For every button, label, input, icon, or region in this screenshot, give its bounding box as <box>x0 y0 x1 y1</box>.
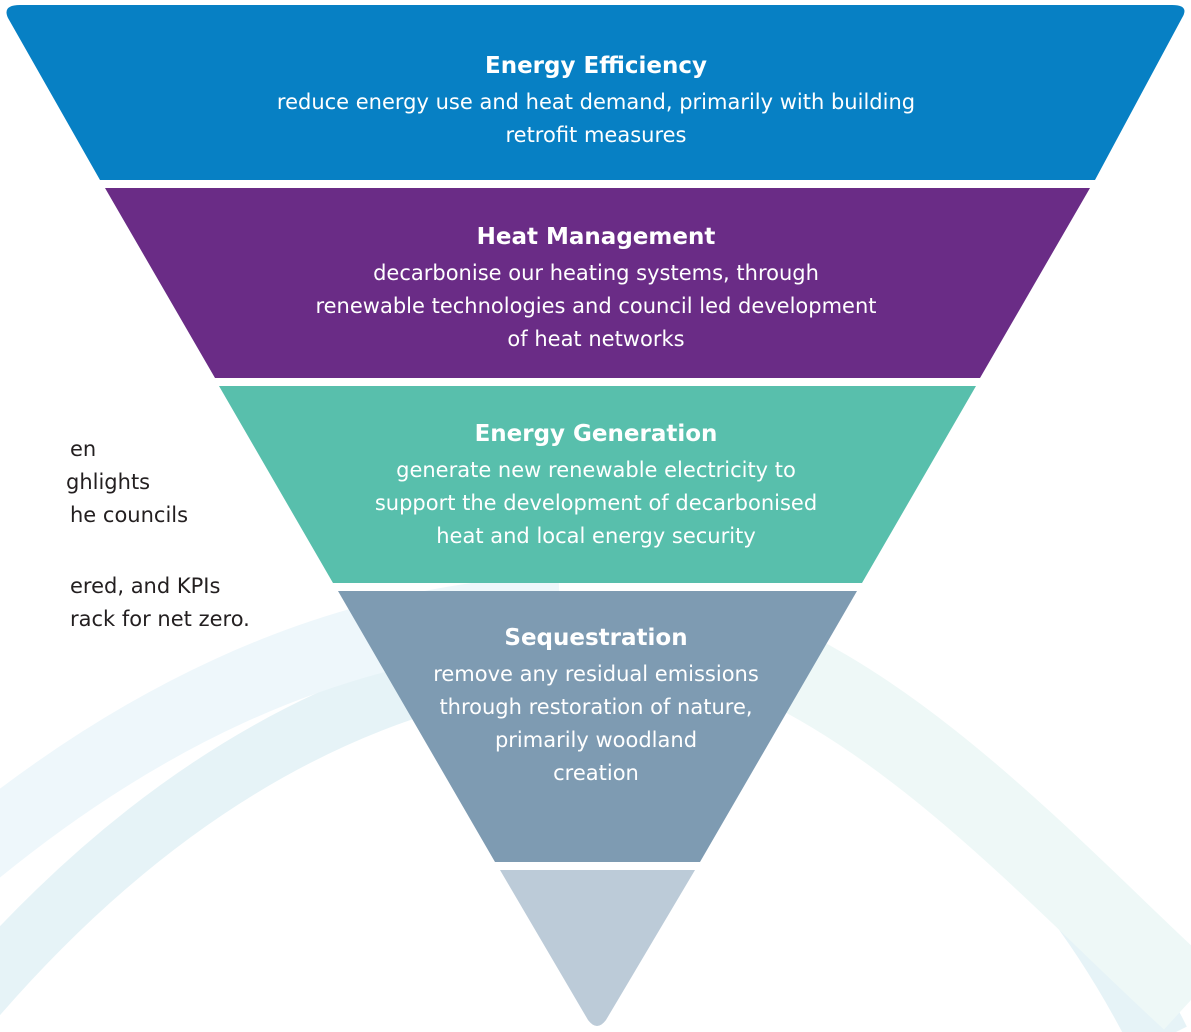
tier-text: primarily woodland <box>495 728 697 752</box>
tier-text: generate new renewable electricity to <box>396 458 796 482</box>
tier-text: reduce energy use and heat demand, prima… <box>277 90 915 114</box>
tier-band <box>219 386 976 583</box>
tier-text: retrofit measures <box>505 123 686 147</box>
tier-title: Energy Generation <box>475 421 718 447</box>
tier-band <box>105 188 1090 378</box>
tier-text: creation <box>553 761 639 785</box>
tier-band <box>500 870 695 1026</box>
side-text-line: ghlights <box>66 470 150 494</box>
side-text-line: he councils <box>70 503 188 527</box>
tier-title: Sequestration <box>504 625 687 651</box>
pyramid <box>6 5 1185 1026</box>
tier-text: support the development of decarbonised <box>375 491 817 515</box>
tier-text: decarbonise our heating systems, through <box>373 261 819 285</box>
tier-text: of heat networks <box>507 327 684 351</box>
tier-band <box>6 5 1185 180</box>
tier-text: renewable technologies and council led d… <box>315 294 876 318</box>
tier-text: through restoration of nature, <box>439 695 752 719</box>
side-text: en ghlights he councils ered, and KPIs rack … <box>66 437 250 631</box>
tier-text: remove any residual emissions <box>433 662 759 686</box>
tier-labels: Energy Efficiency reduce energy use and h… <box>277 53 915 785</box>
side-text-line: en <box>70 437 96 461</box>
tier-text: heat and local energy security <box>436 524 756 548</box>
tier-title: Heat Management <box>477 224 716 250</box>
tier-title: Energy Efficiency <box>485 53 707 79</box>
tier-band <box>338 591 857 862</box>
side-text-line: ered, and KPIs <box>70 574 220 598</box>
side-text-line: rack for net zero. <box>70 607 250 631</box>
